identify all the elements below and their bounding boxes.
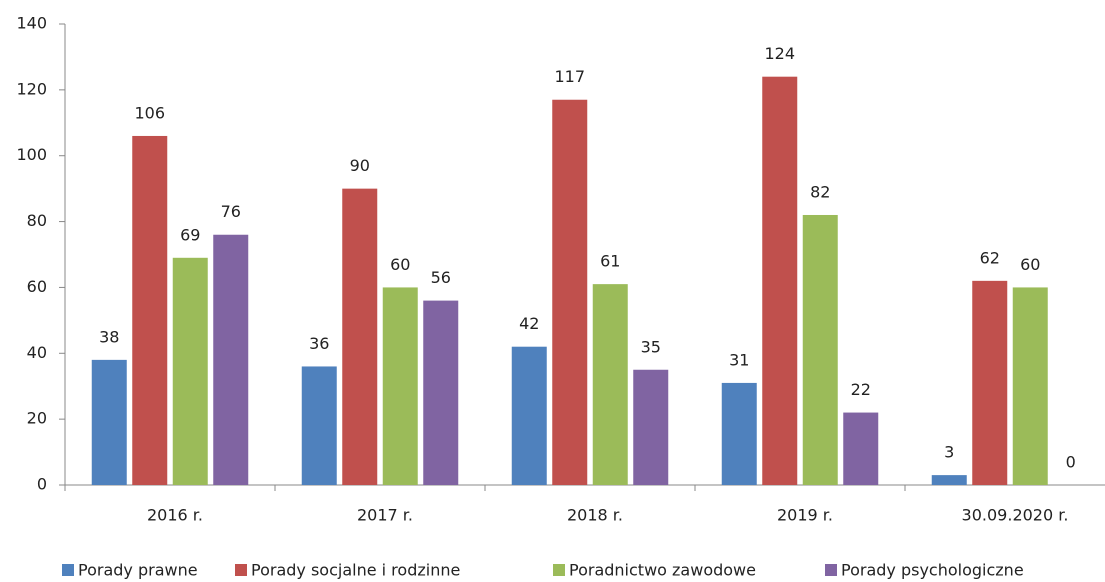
- legend-label: Porady socjalne i rodzinne: [251, 561, 460, 580]
- data-label: 61: [600, 252, 620, 271]
- bar: [382, 287, 418, 485]
- data-label: 117: [554, 67, 585, 86]
- bar: [213, 234, 249, 485]
- bar: [633, 369, 669, 485]
- bar: [423, 300, 459, 485]
- bar: [132, 135, 168, 485]
- legend-swatch: [62, 564, 74, 576]
- data-label: 22: [851, 380, 871, 399]
- bar: [931, 475, 967, 485]
- data-label: 69: [180, 225, 200, 244]
- data-label: 35: [641, 337, 661, 356]
- bar: [91, 359, 127, 485]
- y-tick-label: 0: [37, 475, 47, 494]
- legend-swatch: [825, 564, 837, 576]
- bar: [1012, 287, 1048, 485]
- data-label: 36: [309, 334, 329, 353]
- y-tick-label: 140: [16, 14, 47, 33]
- data-label: 76: [221, 202, 241, 221]
- bar: [172, 257, 208, 485]
- legend-label: Poradnictwo zawodowe: [569, 561, 756, 580]
- bar: [721, 382, 757, 485]
- bar: [762, 76, 798, 485]
- data-label: 90: [350, 156, 370, 175]
- x-tick-label: 2018 r.: [567, 506, 623, 525]
- data-label: 60: [1020, 255, 1040, 274]
- data-label: 3: [944, 443, 954, 462]
- legend-label: Porady prawne: [78, 561, 198, 580]
- x-tick-label: 2019 r.: [777, 506, 833, 525]
- bar: [843, 412, 879, 485]
- bar: [511, 346, 547, 485]
- data-label: 106: [134, 103, 165, 122]
- y-tick-label: 60: [27, 277, 47, 296]
- bar: [802, 214, 838, 485]
- bar: [552, 99, 588, 485]
- bar: [592, 284, 628, 485]
- data-label: 56: [431, 268, 451, 287]
- bar: [972, 280, 1008, 485]
- data-label: 62: [980, 248, 1000, 267]
- y-tick-label: 100: [16, 145, 47, 164]
- data-label: 42: [519, 314, 539, 333]
- data-label: 31: [729, 350, 749, 369]
- legend-label: Porady psychologiczne: [841, 561, 1024, 580]
- x-tick-label: 2017 r.: [357, 506, 413, 525]
- x-tick-label: 2016 r.: [147, 506, 203, 525]
- legend-swatch: [553, 564, 565, 576]
- data-label: 124: [764, 44, 795, 63]
- bar: [342, 188, 378, 485]
- y-tick-label: 20: [27, 409, 47, 428]
- data-label: 82: [810, 182, 830, 201]
- bar: [301, 366, 337, 485]
- legend-swatch: [235, 564, 247, 576]
- data-label: 0: [1066, 453, 1076, 472]
- y-tick-label: 120: [16, 79, 47, 98]
- x-tick-label: 30.09.2020 r.: [962, 506, 1069, 525]
- y-tick-label: 40: [27, 343, 47, 362]
- y-tick-label: 80: [27, 211, 47, 230]
- data-label: 38: [99, 327, 119, 346]
- data-label: 60: [390, 255, 410, 274]
